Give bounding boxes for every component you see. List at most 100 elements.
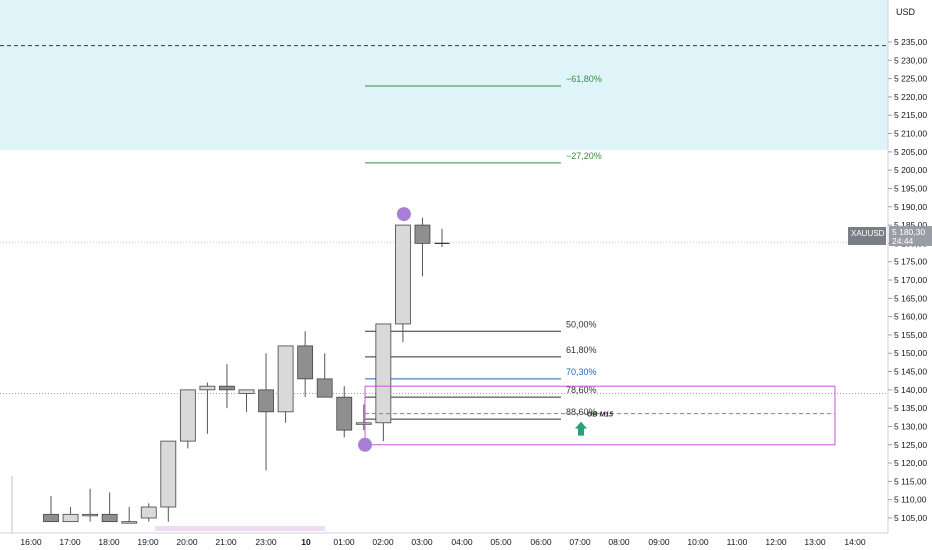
candle-body bbox=[277, 345, 294, 413]
candle-body bbox=[179, 389, 196, 442]
y-tick-label: 5 165,00 bbox=[894, 293, 927, 303]
y-tick-label: 5 110,00 bbox=[894, 495, 927, 505]
x-tick-label: 23:00 bbox=[255, 537, 277, 547]
fib-level-label: 50,00% bbox=[566, 319, 597, 329]
candle-body bbox=[316, 378, 333, 398]
last-price-tag: XAUUSD 5 180,30 24:44 bbox=[848, 226, 932, 246]
candle-body bbox=[238, 389, 255, 394]
supply-zone bbox=[0, 0, 888, 151]
candle-body bbox=[297, 345, 314, 380]
candle bbox=[121, 507, 138, 524]
y-tick-label: 5 190,00 bbox=[894, 202, 927, 212]
y-tick-label: 5 135,00 bbox=[894, 403, 927, 413]
order-block-zone[interactable] bbox=[364, 385, 836, 446]
y-tick-label: 5 115,00 bbox=[894, 476, 927, 486]
candle bbox=[160, 440, 177, 522]
y-tick-label: 5 130,00 bbox=[894, 421, 927, 431]
y-tick-label: 5 195,00 bbox=[894, 183, 927, 193]
swing-low-marker[interactable] bbox=[358, 437, 372, 452]
candle bbox=[316, 353, 333, 398]
x-tick-label: 17:00 bbox=[59, 537, 81, 547]
candle-body bbox=[258, 389, 274, 413]
y-tick-label: 5 105,00 bbox=[894, 513, 927, 523]
x-tick-label: 05:00 bbox=[490, 537, 512, 547]
fib-level-label: 61,80% bbox=[566, 345, 597, 355]
candle bbox=[179, 389, 196, 449]
candle-body bbox=[219, 385, 235, 391]
candle bbox=[394, 224, 411, 343]
x-tick-label: 21:00 bbox=[215, 537, 237, 547]
x-tick-label: 07:00 bbox=[569, 537, 591, 547]
fibonacci-levels[interactable]: −61,80% −27,20% 50,00% 61,80% 70,30% 78,60% 88… bbox=[365, 74, 602, 420]
x-tick-label: 02:00 bbox=[372, 537, 394, 547]
y-tick-label: 5 205,00 bbox=[894, 147, 927, 157]
candle bbox=[140, 503, 157, 522]
price-axis[interactable]: USD 5 105,00 5 110,00 5 115,00 5 120,00 5 12… bbox=[887, 0, 932, 550]
candle bbox=[219, 364, 235, 409]
x-tick-label: 19:00 bbox=[137, 537, 159, 547]
long-entry-arrow-icon bbox=[575, 421, 587, 436]
y-tick-label: 5 185,00 bbox=[894, 220, 927, 230]
candle bbox=[62, 507, 79, 523]
candle-body bbox=[62, 513, 79, 523]
y-tick-label: 5 145,00 bbox=[894, 367, 927, 377]
candle-body bbox=[101, 513, 118, 523]
y-tick-label: 5 160,00 bbox=[894, 312, 927, 322]
swing-high-marker[interactable] bbox=[396, 207, 411, 222]
y-tick-label: 5 210,00 bbox=[894, 129, 927, 139]
candle-body bbox=[199, 385, 216, 391]
candle-body bbox=[82, 513, 98, 517]
candle-body bbox=[121, 521, 138, 524]
x-tick-label: 04:00 bbox=[451, 537, 473, 547]
candle bbox=[297, 331, 314, 398]
y-tick-label: 5 225,00 bbox=[894, 74, 927, 84]
x-tick-label: 18:00 bbox=[98, 537, 120, 547]
x-tick-label: 10:00 bbox=[687, 537, 709, 547]
fib-level-label: −27,20% bbox=[566, 151, 602, 161]
y-tick-label: 5 120,00 bbox=[894, 458, 927, 468]
order-block-label: OB M15 bbox=[587, 412, 613, 419]
fib-level-label: 78,60% bbox=[566, 385, 597, 395]
y-tick-label: 5 200,00 bbox=[894, 165, 927, 175]
candle bbox=[199, 382, 216, 434]
x-tick-label: 06:00 bbox=[530, 537, 552, 547]
x-tick-label: 20:00 bbox=[176, 537, 198, 547]
x-tick-label: 08:00 bbox=[608, 537, 630, 547]
x-tick-label: 01:00 bbox=[333, 537, 355, 547]
candle-body bbox=[43, 513, 59, 523]
y-tick-label: 5 215,00 bbox=[894, 110, 927, 120]
y-tick-label: 5 150,00 bbox=[894, 348, 927, 358]
x-tick-label: 16:00 bbox=[20, 537, 42, 547]
candle-body bbox=[140, 506, 157, 519]
candle bbox=[375, 323, 392, 442]
candle-body bbox=[355, 422, 372, 425]
last-price-label: 5 180,30 bbox=[892, 227, 925, 237]
x-tick-label: 11:00 bbox=[727, 537, 748, 547]
candles bbox=[43, 217, 450, 524]
candle bbox=[336, 386, 353, 438]
symbol-label: XAUUSD bbox=[851, 229, 885, 238]
x-tick-label: 13:00 bbox=[804, 537, 826, 547]
overlays[interactable]: OB M15 bbox=[358, 207, 836, 452]
candle bbox=[43, 496, 59, 523]
fib-level-label: −61,80% bbox=[566, 74, 602, 84]
y-tick-label: 5 220,00 bbox=[894, 92, 927, 102]
candle bbox=[414, 217, 431, 277]
currency-label: USD bbox=[896, 7, 916, 17]
countdown-label: 24:44 bbox=[892, 236, 914, 246]
y-tick-label: 5 230,00 bbox=[894, 55, 927, 65]
candle-body bbox=[414, 224, 431, 244]
candle-body bbox=[336, 396, 353, 431]
fib-level-label: 88,60% bbox=[566, 407, 597, 417]
time-axis[interactable]: 16:00 17:00 18:00 19:00 20:00 21:00 23:00 10 01:… bbox=[0, 532, 888, 547]
x-tick-label: 12:00 bbox=[765, 537, 787, 547]
candle bbox=[238, 389, 255, 412]
x-tick-label: 10 bbox=[301, 537, 311, 547]
candle-body bbox=[375, 323, 392, 424]
candle bbox=[277, 345, 294, 423]
x-tick-label: 03:00 bbox=[411, 537, 433, 547]
candle bbox=[82, 488, 98, 522]
y-tick-label: 5 140,00 bbox=[894, 385, 927, 395]
y-tick-label: 5 125,00 bbox=[894, 440, 927, 450]
